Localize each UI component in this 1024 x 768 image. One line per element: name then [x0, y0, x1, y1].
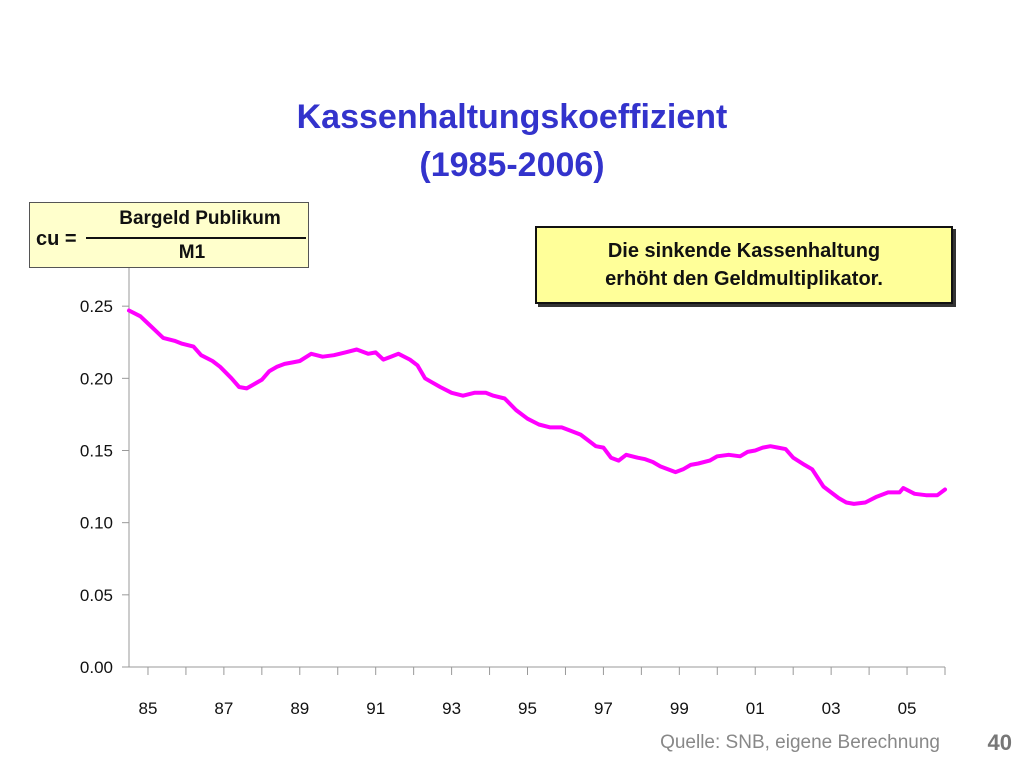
- chart-title-line2: (1985-2006): [419, 146, 605, 184]
- x-tick-label: 87: [214, 699, 233, 718]
- series-line-cu: [127, 308, 947, 506]
- x-tick-label: 97: [594, 699, 613, 718]
- x-tick-label: 99: [670, 699, 689, 718]
- chart-ticks: 0.00 0.05 0.10 0.15 0.20 0.25 85 87 89 91 93 95 97 99…: [80, 297, 946, 718]
- annotation-line2: erhöht den Geldmultiplikator.: [605, 268, 883, 290]
- x-tick-label: 91: [366, 699, 385, 718]
- formula-numerator: Bargeld Publikum: [119, 208, 281, 229]
- y-tick-label: 0.05: [80, 586, 113, 605]
- formula-box: cu = Bargeld Publikum M1: [29, 202, 309, 268]
- annotation-line1: Die sinkende Kassenhaltung: [607, 240, 881, 262]
- formula-lhs: cu =: [36, 228, 77, 250]
- chart-title-line1: Kassenhaltungskoeffizient: [296, 98, 728, 136]
- y-tick-label: 0.15: [80, 442, 113, 461]
- chart-series: [127, 308, 947, 506]
- formula-denominator: M1: [178, 242, 206, 263]
- x-tick-label: 89: [290, 699, 309, 718]
- page-number: 40: [987, 730, 1012, 755]
- x-tick-label: 85: [139, 699, 158, 718]
- x-tick-label: 03: [822, 699, 841, 718]
- y-tick-label: 0.20: [80, 369, 113, 388]
- y-tick-label: 0.00: [80, 658, 113, 677]
- x-tick-label: 93: [442, 699, 461, 718]
- annotation-box: Die sinkende Kassenhaltung erhöht den Ge…: [535, 226, 953, 304]
- y-tick-label: 0.25: [80, 297, 113, 316]
- x-tick-label: 95: [518, 699, 537, 718]
- x-tick-label: 01: [746, 699, 765, 718]
- x-tick-label: 05: [898, 699, 917, 718]
- y-tick-label: 0.10: [80, 514, 113, 533]
- formula-fraction-bar: [86, 237, 306, 239]
- source-note: Quelle: SNB, eigene Berechnung: [660, 732, 940, 753]
